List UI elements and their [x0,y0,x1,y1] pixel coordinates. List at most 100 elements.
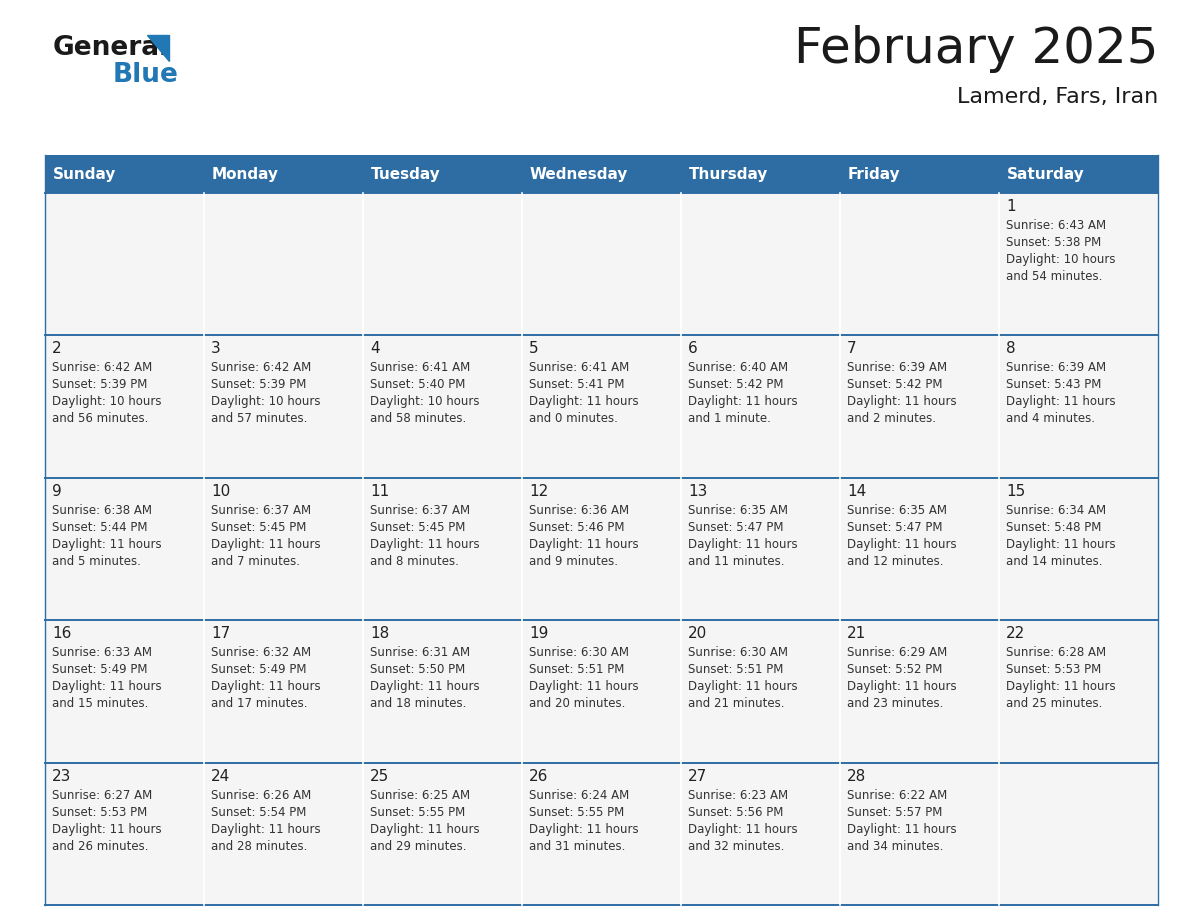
Text: 22: 22 [1006,626,1025,641]
Text: and 15 minutes.: and 15 minutes. [52,697,148,711]
Text: Sunday: Sunday [53,166,116,182]
Bar [999,621,1158,763]
Text: and 56 minutes.: and 56 minutes. [52,412,148,425]
Text: and 11 minutes.: and 11 minutes. [688,554,784,568]
Text: Sunrise: 6:36 AM: Sunrise: 6:36 AM [529,504,630,517]
Text: Sunset: 5:51 PM: Sunset: 5:51 PM [529,663,625,677]
Text: Daylight: 11 hours: Daylight: 11 hours [688,823,797,835]
Text: 14: 14 [847,484,866,498]
Text: Sunrise: 6:42 AM: Sunrise: 6:42 AM [211,362,311,375]
Text: Daylight: 11 hours: Daylight: 11 hours [847,396,956,409]
Text: Sunset: 5:50 PM: Sunset: 5:50 PM [369,663,466,677]
Text: Lamerd, Fars, Iran: Lamerd, Fars, Iran [956,87,1158,107]
Bar [364,193,522,335]
Bar [999,763,1158,905]
Text: 1: 1 [1006,199,1016,214]
Text: Sunrise: 6:43 AM: Sunrise: 6:43 AM [1006,219,1106,232]
Text: Daylight: 11 hours: Daylight: 11 hours [688,396,797,409]
Text: Monday: Monday [211,166,279,182]
Text: 2: 2 [52,341,62,356]
Text: Sunset: 5:49 PM: Sunset: 5:49 PM [211,663,307,677]
Text: Sunrise: 6:39 AM: Sunrise: 6:39 AM [1006,362,1106,375]
Text: Daylight: 11 hours: Daylight: 11 hours [529,396,639,409]
Text: and 57 minutes.: and 57 minutes. [211,412,308,425]
Bar [681,193,840,335]
Text: 21: 21 [847,626,866,641]
Text: and 20 minutes.: and 20 minutes. [529,697,625,711]
Text: Daylight: 11 hours: Daylight: 11 hours [211,680,321,693]
Text: 19: 19 [529,626,549,641]
Bar [681,763,840,905]
Text: Sunrise: 6:35 AM: Sunrise: 6:35 AM [688,504,788,517]
Text: Daylight: 11 hours: Daylight: 11 hours [211,823,321,835]
Text: and 1 minute.: and 1 minute. [688,412,771,425]
Bar [45,477,204,621]
Bar [999,335,1158,477]
Text: Sunrise: 6:41 AM: Sunrise: 6:41 AM [529,362,630,375]
Text: Daylight: 11 hours: Daylight: 11 hours [52,823,162,835]
Bar [522,193,681,335]
Text: and 18 minutes.: and 18 minutes. [369,697,467,711]
Text: 9: 9 [52,484,62,498]
Text: Sunrise: 6:24 AM: Sunrise: 6:24 AM [529,789,630,801]
Text: Sunrise: 6:22 AM: Sunrise: 6:22 AM [847,789,947,801]
Text: Sunset: 5:47 PM: Sunset: 5:47 PM [847,521,942,533]
Text: Sunrise: 6:37 AM: Sunrise: 6:37 AM [369,504,470,517]
Bar [45,621,204,763]
Text: Sunrise: 6:26 AM: Sunrise: 6:26 AM [211,789,311,801]
Bar [840,193,999,335]
Text: 6: 6 [688,341,697,356]
Text: Daylight: 10 hours: Daylight: 10 hours [369,396,480,409]
Bar [840,621,999,763]
Text: Friday: Friday [848,166,901,182]
Text: and 28 minutes.: and 28 minutes. [211,840,308,853]
Text: 15: 15 [1006,484,1025,498]
Bar [364,335,522,477]
Text: Sunset: 5:54 PM: Sunset: 5:54 PM [211,806,307,819]
Text: Sunset: 5:39 PM: Sunset: 5:39 PM [52,378,147,391]
Text: and 25 minutes.: and 25 minutes. [1006,697,1102,711]
Text: 11: 11 [369,484,390,498]
Text: and 23 minutes.: and 23 minutes. [847,697,943,711]
Text: Daylight: 11 hours: Daylight: 11 hours [847,823,956,835]
Text: 23: 23 [52,768,71,784]
Text: 10: 10 [211,484,230,498]
Text: Daylight: 10 hours: Daylight: 10 hours [52,396,162,409]
Text: 25: 25 [369,768,390,784]
Text: 7: 7 [847,341,857,356]
Text: Sunset: 5:48 PM: Sunset: 5:48 PM [1006,521,1101,533]
Text: and 4 minutes.: and 4 minutes. [1006,412,1095,425]
Text: Sunrise: 6:30 AM: Sunrise: 6:30 AM [529,646,628,659]
Text: Sunrise: 6:35 AM: Sunrise: 6:35 AM [847,504,947,517]
Bar [522,477,681,621]
Text: and 9 minutes.: and 9 minutes. [529,554,618,568]
Bar [364,763,522,905]
Text: and 7 minutes.: and 7 minutes. [211,554,301,568]
Text: Sunset: 5:55 PM: Sunset: 5:55 PM [529,806,624,819]
Text: and 21 minutes.: and 21 minutes. [688,697,784,711]
Text: Sunrise: 6:32 AM: Sunrise: 6:32 AM [211,646,311,659]
Text: Sunset: 5:55 PM: Sunset: 5:55 PM [369,806,466,819]
Bar [364,621,522,763]
Text: Sunset: 5:53 PM: Sunset: 5:53 PM [1006,663,1101,677]
Text: Sunrise: 6:29 AM: Sunrise: 6:29 AM [847,646,947,659]
Bar [204,335,364,477]
Bar [204,763,364,905]
Text: General: General [53,35,169,61]
Text: February 2025: February 2025 [794,25,1158,73]
Text: Sunrise: 6:37 AM: Sunrise: 6:37 AM [211,504,311,517]
Text: Sunrise: 6:23 AM: Sunrise: 6:23 AM [688,789,788,801]
Text: Sunset: 5:38 PM: Sunset: 5:38 PM [1006,236,1101,249]
Text: Sunrise: 6:30 AM: Sunrise: 6:30 AM [688,646,788,659]
Text: Sunset: 5:56 PM: Sunset: 5:56 PM [688,806,783,819]
Text: Blue: Blue [113,62,179,88]
Text: Daylight: 11 hours: Daylight: 11 hours [529,538,639,551]
Bar [204,193,364,335]
Text: and 5 minutes.: and 5 minutes. [52,554,141,568]
Bar [522,621,681,763]
Text: Sunset: 5:52 PM: Sunset: 5:52 PM [847,663,942,677]
Text: and 31 minutes.: and 31 minutes. [529,840,625,853]
Bar [999,477,1158,621]
Text: and 0 minutes.: and 0 minutes. [529,412,618,425]
Text: Daylight: 11 hours: Daylight: 11 hours [52,680,162,693]
